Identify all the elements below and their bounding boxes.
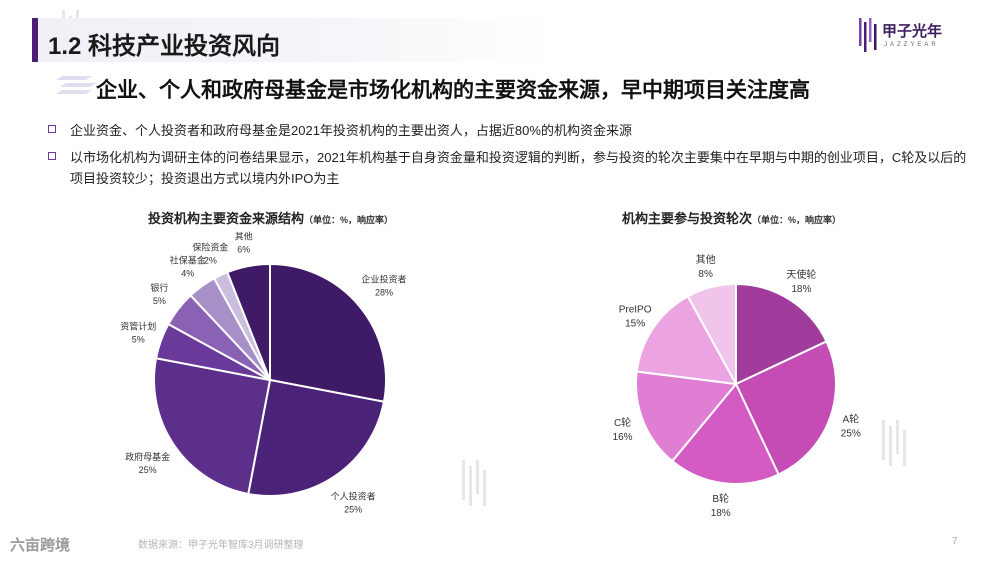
right-pie-slice-value: 8%: [698, 269, 713, 280]
left-pie-slice-label: 其他: [235, 230, 253, 241]
logo-subtext: JAZZYEAR: [884, 42, 939, 48]
left-pie-slice-value: 2%: [204, 255, 217, 265]
brand-logo: 甲子光年 JAZZYEAR: [858, 18, 978, 58]
left-pie-slice: [269, 262, 387, 403]
left-pie-slice-value: 5%: [132, 335, 145, 345]
right-pie-slice-label: A轮: [842, 412, 859, 425]
left-pie-slice-value: 6%: [237, 244, 250, 254]
subtitle: 企业、个人和政府母基金是市场化机构的主要资金来源，早中期项目关注度高: [96, 79, 810, 102]
left-pie-slice-label: 银行: [150, 282, 168, 293]
bullet-square-icon: [48, 125, 56, 133]
left-pie-slice: [247, 378, 386, 497]
right-pie-slice: [735, 282, 828, 386]
watermark: [460, 460, 500, 515]
footer-source: 数据来源：甲子光年智库3月调研整理: [138, 540, 304, 551]
right-pie-slice: [635, 295, 738, 386]
jazzyear-logo-icon: [859, 18, 877, 52]
right-pie-slice-value: 16%: [613, 432, 633, 443]
bullet-item: 企业资金、个人投资者和政府母基金是2021年投资机构的主要出资人，占据近80%的…: [48, 120, 978, 141]
logo-text: 甲子光年: [882, 22, 943, 40]
right-pie-slice-value: 25%: [841, 428, 861, 439]
page-title: 1.2 科技产业投资风向: [48, 33, 281, 60]
right-pie-slice-label: B轮: [712, 492, 729, 505]
left-pie-slice-value: 5%: [153, 296, 166, 306]
title-accent: [32, 18, 38, 62]
left-pie-slice-label: 政府母基金: [125, 451, 170, 462]
left-pie-slice-value: 4%: [181, 269, 194, 279]
bullet-list: 企业资金、个人投资者和政府母基金是2021年投资机构的主要出资人，占据近80%的…: [48, 120, 978, 195]
left-pie-slice-label: 企业投资者: [362, 274, 407, 285]
right-chart-unit: （单位：%，响应率）: [752, 215, 842, 225]
bullet-item: 以市场化机构为调研主体的问卷结果显示，2021年机构基于自身资金量和投资逻辑的判…: [48, 147, 978, 189]
left-pie-slice: [226, 262, 271, 381]
left-pie-slice-value: 25%: [139, 465, 157, 475]
right-chart-title: 机构主要参与投资轮次（单位：%，响应率）: [622, 208, 841, 227]
right-chart-title-text: 机构主要参与投资轮次: [622, 211, 753, 226]
title-bar: [32, 18, 552, 62]
left-pie-slice-label: 保险资金: [192, 241, 228, 252]
right-pie-slice-value: 18%: [791, 284, 811, 295]
bullet-square-icon: [48, 152, 56, 160]
right-pie-slice: [670, 382, 780, 485]
subtitle-stripes-icon: [56, 76, 96, 94]
left-chart-unit: （单位：%，响应率）: [304, 215, 394, 225]
right-pie-slice-value: 15%: [625, 318, 645, 329]
watermark-mark-icon: [462, 460, 486, 506]
watermark-mark-icon: [882, 420, 906, 466]
bullet-text: 企业资金、个人投资者和政府母基金是2021年投资机构的主要出资人，占据近80%的…: [70, 123, 632, 138]
right-pie-slice: [635, 370, 738, 463]
right-pie-slice-label: PreIPO: [619, 304, 652, 315]
right-pie-slice-label: 其他: [696, 253, 716, 266]
left-chart-title: 投资机构主要资金来源结构（单位：%，响应率）: [148, 208, 393, 227]
left-pie-slice: [153, 357, 272, 496]
left-pie-slice-label: 个人投资者: [331, 490, 376, 501]
right-pie-slice-value: 18%: [711, 508, 731, 519]
left-pie-slice-label: 资管计划: [120, 321, 156, 332]
left-pie-slice-label: 社保基金: [170, 255, 206, 266]
left-pie-slice-value: 25%: [344, 504, 362, 514]
page-number: 7: [952, 536, 958, 547]
right-pie-slice-label: 天使轮: [786, 268, 816, 281]
watermark: [880, 420, 920, 475]
bullet-text: 以市场化机构为调研主体的问卷结果显示，2021年机构基于自身资金量和投资逻辑的判…: [70, 150, 967, 186]
footer-logo: 六亩跨境: [10, 537, 71, 554]
left-chart-title-text: 投资机构主要资金来源结构: [148, 211, 305, 226]
left-pie-slice-value: 28%: [375, 288, 393, 298]
right-pie-slice-label: C轮: [614, 416, 631, 429]
right-pie-slice: [686, 282, 737, 385]
right-pie-slice: [734, 340, 837, 476]
